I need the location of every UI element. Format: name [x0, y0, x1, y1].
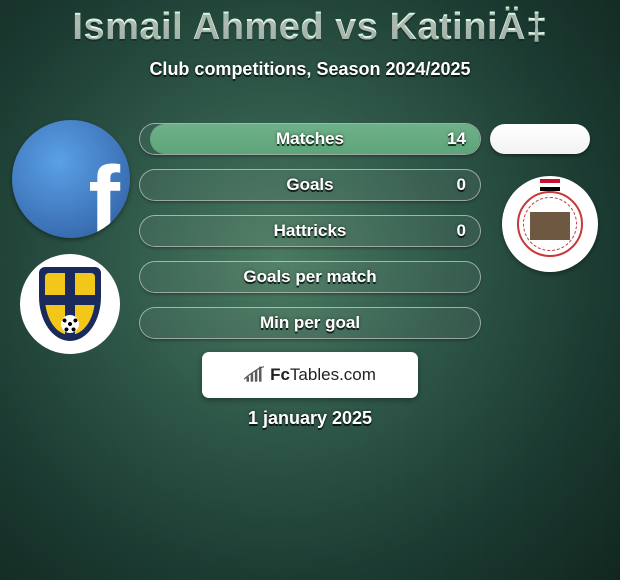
stat-value-right: 0 [457, 216, 466, 246]
date-text: 1 january 2025 [0, 408, 620, 429]
club-left-crest-icon [39, 267, 101, 341]
stat-label: Matches [140, 124, 480, 154]
stat-row: Min per goal [140, 308, 480, 338]
player-left-avatar: f [12, 120, 130, 238]
content-root: Ismail Ahmed vs KatiniÄ‡ Club competitio… [0, 0, 620, 580]
stat-label: Min per goal [140, 308, 480, 338]
club-right-badge [502, 176, 598, 272]
stat-row: Goals per match [140, 262, 480, 292]
page-title: Ismail Ahmed vs KatiniÄ‡ [0, 0, 620, 49]
bar-chart-icon [244, 366, 264, 384]
facebook-icon: f [88, 153, 120, 238]
club-right-crest-icon [517, 191, 583, 257]
subtitle: Club competitions, Season 2024/2025 [0, 59, 620, 80]
stat-label: Hattricks [140, 216, 480, 246]
stat-value-right: 0 [457, 170, 466, 200]
stat-row: Hattricks0 [140, 216, 480, 246]
stats-list: Matches14Goals0Hattricks0Goals per match… [140, 124, 480, 354]
stat-row: Goals0 [140, 170, 480, 200]
stat-row: Matches14 [140, 124, 480, 154]
stat-label: Goals [140, 170, 480, 200]
stat-label: Goals per match [140, 262, 480, 292]
club-left-badge [20, 254, 120, 354]
fctables-text: FcTables.com [270, 365, 376, 385]
fctables-link[interactable]: FcTables.com [202, 352, 418, 398]
player-right-avatar [490, 124, 590, 154]
stat-value-right: 14 [447, 124, 466, 154]
